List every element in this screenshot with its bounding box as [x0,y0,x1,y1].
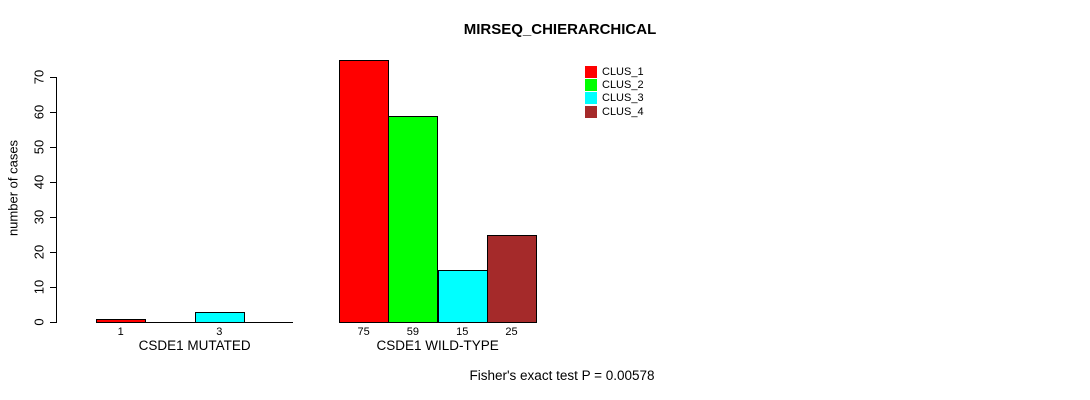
y-axis-tick-label: 40 [31,174,47,190]
bar-value-label: 15 [456,326,469,338]
fisher-test-annotation: Fisher's exact test P = 0.00578 [469,368,655,383]
bar-value-label: 59 [406,326,420,338]
y-axis-tick-label: 0 [31,318,47,326]
y-axis-tick-label: 70 [31,69,47,85]
group-baseline [96,322,293,323]
bar-clus_3-mutated [195,312,245,323]
y-axis-tick [50,252,57,253]
y-axis-tick-label: 50 [31,139,47,155]
x-category-label: CSDE1 MUTATED [138,338,251,353]
legend-label: CLUS_4 [602,105,644,118]
y-axis-tick-label: 30 [31,209,47,225]
bar-value-label: 1 [117,326,124,338]
legend-swatch-icon [585,92,597,105]
y-axis-tick [50,182,57,183]
y-axis-tick-label: 20 [31,244,47,260]
bar-clus_1-mutated [96,319,146,323]
y-axis-tick-label: 60 [31,104,47,120]
bar-clus_3-wildtype [438,270,488,323]
y-axis-tick [50,217,57,218]
legend-item: CLUS_4 [585,105,644,118]
y-axis-tick [50,147,57,148]
bar-value-label: 25 [505,326,518,338]
bar-value-label: 75 [357,326,370,338]
legend-item: CLUS_1 [585,65,644,78]
y-axis-line [56,77,57,323]
legend-swatch-icon [585,105,597,118]
y-axis-tick [50,287,57,288]
bar-clus_1-wildtype [339,60,389,323]
legend-item: CLUS_3 [585,92,644,105]
bar-value-label: 3 [216,326,223,338]
y-axis-tick [50,112,57,113]
bar-clus_4-wildtype [487,235,537,323]
legend-label: CLUS_3 [602,92,644,105]
y-axis-tick-label: 10 [31,279,47,295]
legend-label: CLUS_1 [602,65,644,78]
y-axis-label: number of cases [5,139,21,237]
y-axis-tick [50,322,57,323]
legend-label: CLUS_2 [602,79,644,92]
legend: CLUS_1 CLUS_2 CLUS_3 CLUS_4 [585,65,644,119]
legend-swatch-icon [585,79,597,92]
chart-title: MIRSEQ_CHIERARCHICAL [463,21,657,38]
legend-swatch-icon [585,65,597,78]
x-category-label: CSDE1 WILD-TYPE [376,338,499,353]
legend-item: CLUS_2 [585,78,644,92]
bar-clus_2-wildtype [388,116,438,323]
y-axis-tick [50,77,57,78]
